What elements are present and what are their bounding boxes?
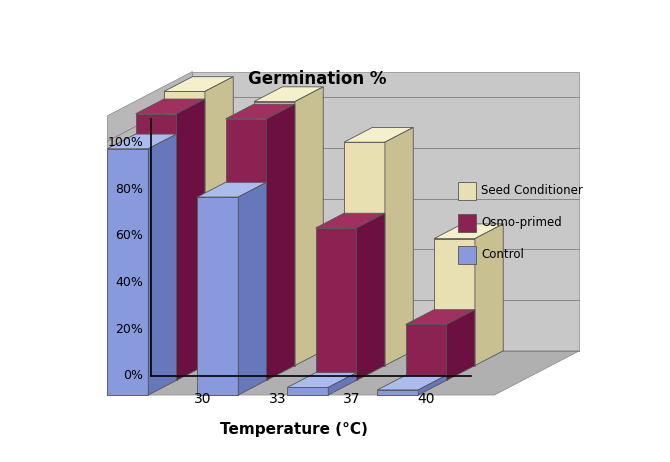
Polygon shape bbox=[226, 119, 267, 380]
Text: 60%: 60% bbox=[116, 230, 143, 243]
Text: Germination %: Germination % bbox=[248, 70, 387, 88]
Polygon shape bbox=[107, 134, 177, 149]
Polygon shape bbox=[406, 310, 475, 324]
FancyBboxPatch shape bbox=[458, 246, 476, 263]
Polygon shape bbox=[316, 213, 385, 228]
Polygon shape bbox=[356, 213, 385, 380]
Polygon shape bbox=[418, 375, 447, 395]
Polygon shape bbox=[205, 77, 233, 365]
Text: Seed Conditioner: Seed Conditioner bbox=[481, 184, 583, 197]
Polygon shape bbox=[328, 373, 356, 395]
FancyBboxPatch shape bbox=[458, 214, 476, 231]
Polygon shape bbox=[135, 114, 177, 380]
Polygon shape bbox=[239, 182, 267, 395]
Text: 80%: 80% bbox=[115, 183, 143, 196]
Polygon shape bbox=[434, 224, 503, 239]
Text: 0%: 0% bbox=[123, 369, 143, 382]
Text: 30: 30 bbox=[194, 392, 212, 406]
Text: 40: 40 bbox=[417, 392, 435, 406]
FancyBboxPatch shape bbox=[458, 182, 476, 200]
Polygon shape bbox=[287, 373, 356, 388]
Polygon shape bbox=[434, 239, 475, 365]
Polygon shape bbox=[107, 72, 192, 395]
Polygon shape bbox=[344, 142, 385, 365]
Polygon shape bbox=[406, 324, 447, 380]
Polygon shape bbox=[287, 388, 328, 395]
Text: Osmo-primed: Osmo-primed bbox=[481, 216, 561, 229]
Text: 33: 33 bbox=[269, 392, 286, 406]
Polygon shape bbox=[385, 128, 413, 365]
Polygon shape bbox=[164, 91, 205, 365]
Polygon shape bbox=[135, 99, 205, 114]
Polygon shape bbox=[198, 182, 267, 197]
Polygon shape bbox=[254, 87, 323, 102]
Polygon shape bbox=[377, 390, 418, 395]
Polygon shape bbox=[447, 310, 475, 380]
Polygon shape bbox=[107, 149, 148, 395]
Polygon shape bbox=[164, 77, 233, 91]
Text: 20%: 20% bbox=[116, 322, 143, 335]
Polygon shape bbox=[226, 104, 295, 119]
Text: 40%: 40% bbox=[116, 276, 143, 289]
Polygon shape bbox=[344, 128, 413, 142]
Polygon shape bbox=[377, 375, 447, 390]
Text: Control: Control bbox=[481, 248, 524, 261]
Polygon shape bbox=[148, 134, 177, 395]
Polygon shape bbox=[107, 351, 580, 395]
Polygon shape bbox=[192, 72, 580, 351]
Polygon shape bbox=[295, 87, 323, 365]
Text: 100%: 100% bbox=[108, 136, 143, 149]
Polygon shape bbox=[177, 99, 205, 380]
Polygon shape bbox=[254, 102, 295, 365]
Text: Temperature (°C): Temperature (°C) bbox=[220, 422, 368, 437]
Polygon shape bbox=[198, 197, 239, 395]
Polygon shape bbox=[267, 104, 295, 380]
Polygon shape bbox=[475, 224, 503, 365]
Polygon shape bbox=[316, 228, 356, 380]
Text: 37: 37 bbox=[343, 392, 360, 406]
